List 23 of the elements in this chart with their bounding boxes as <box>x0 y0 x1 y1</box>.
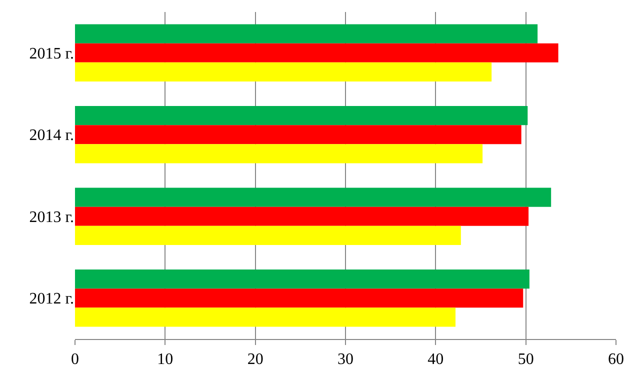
bar <box>75 308 456 327</box>
x-tick-label: 50 <box>518 351 534 368</box>
bar <box>75 144 483 164</box>
x-tick-label: 60 <box>608 351 624 368</box>
bar <box>75 206 529 226</box>
x-tick-label: 10 <box>157 351 174 368</box>
bar <box>75 62 492 82</box>
bar <box>75 43 558 62</box>
x-tick-label: 40 <box>428 351 444 368</box>
bar <box>75 288 524 308</box>
bar <box>75 24 538 44</box>
y-tick-label: 2013 г. <box>29 208 74 226</box>
x-tick-label: 20 <box>247 351 264 368</box>
bar <box>75 270 530 289</box>
x-tick-label: 30 <box>338 351 354 368</box>
bar <box>75 125 522 144</box>
y-tick-label: 2012 г. <box>29 290 74 308</box>
bar <box>75 106 528 126</box>
bar <box>75 226 461 245</box>
y-tick-label: 2015 г. <box>29 45 74 62</box>
bar <box>75 188 552 207</box>
x-tick-label: 0 <box>71 351 79 368</box>
y-tick-label: 2014 г. <box>29 127 74 144</box>
